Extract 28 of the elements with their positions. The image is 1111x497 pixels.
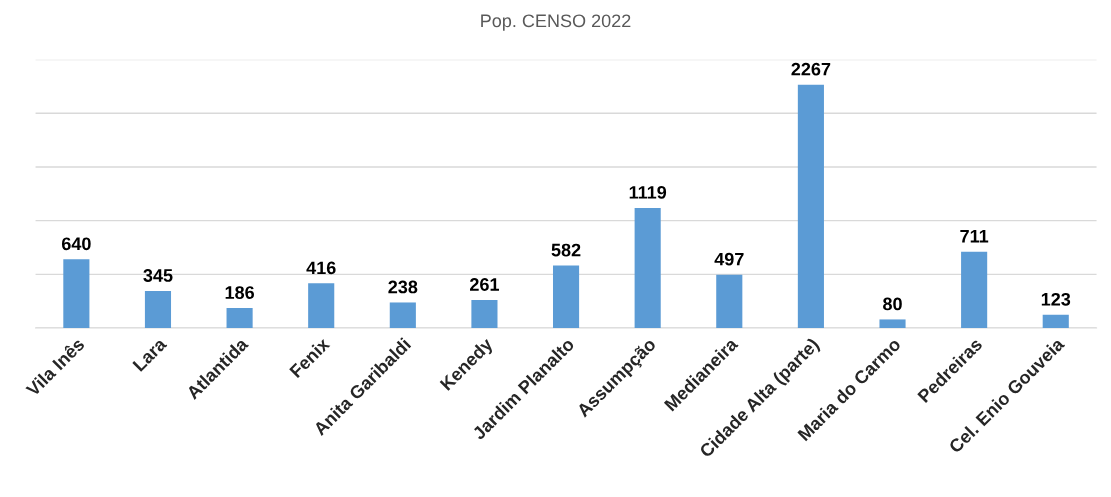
data-label: 582 [551,243,581,257]
data-label: 238 [388,280,418,294]
data-label: 80 [883,297,902,311]
bar [961,251,988,329]
bar [716,274,743,329]
data-label: 186 [225,286,254,299]
data-label: 345 [143,269,173,282]
bar [389,302,416,329]
data-label: 497 [714,252,744,266]
chart-title: Pop. CENSO 2022 [481,14,631,31]
data-label: 1119 [629,185,667,199]
bar [144,290,172,329]
bar [471,300,498,329]
bar [634,207,661,329]
data-label: 261 [470,278,499,291]
data-label: 711 [960,229,989,243]
bar [553,265,580,329]
bar [63,259,90,329]
bar [879,319,906,329]
bar [308,283,335,329]
data-label: 123 [1041,292,1071,306]
data-label: 640 [61,237,91,251]
bar [797,84,824,329]
data-label: 2267 [791,62,831,76]
x-tick-label: Vila Inês [24,336,86,398]
bar [1042,314,1069,329]
data-label: 416 [306,261,336,275]
bar [226,308,253,329]
